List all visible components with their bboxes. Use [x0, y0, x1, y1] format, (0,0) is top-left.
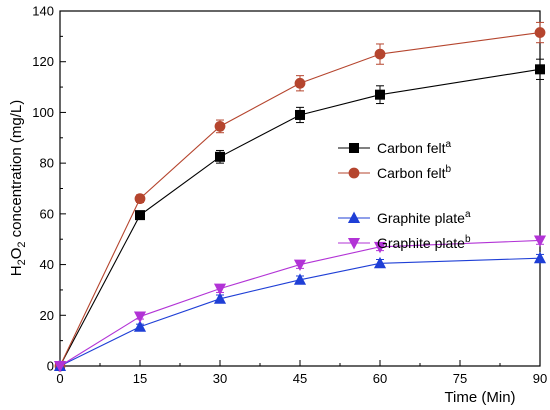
- data-point: [533, 235, 547, 247]
- data-point: [373, 241, 387, 254]
- legend-entry-2: Carbon feltb: [338, 164, 451, 181]
- series-3: [53, 251, 547, 372]
- y-axis-title-sub2: 2: [16, 241, 28, 247]
- y-tick-label: 0: [47, 359, 54, 374]
- y-tick-label: 80: [40, 156, 54, 171]
- series-1: [55, 58, 546, 371]
- y-axis-title-sub1: 2: [16, 259, 28, 265]
- data-point: [214, 120, 226, 132]
- legend-label: Carbon felta: [377, 139, 451, 156]
- series-line: [59, 32, 541, 367]
- y-axis-title-o: O: [8, 248, 25, 260]
- y-tick-label: 140: [32, 4, 54, 19]
- y-tick-label: 60: [40, 206, 54, 221]
- data-point: [213, 292, 227, 304]
- legend-label-sup: a: [465, 209, 471, 220]
- x-tick-label: 45: [293, 371, 307, 386]
- legend-label: Graphite platea: [377, 209, 471, 226]
- data-point: [293, 273, 307, 285]
- legend-label-sup: b: [465, 234, 471, 245]
- legend-marker: [347, 211, 361, 224]
- data-point: [134, 193, 146, 205]
- y-tick-label: 20: [40, 308, 54, 323]
- data-point: [374, 89, 385, 100]
- x-tick-label: 75: [453, 371, 467, 386]
- data-point: [294, 77, 306, 89]
- series-layer: [53, 21, 547, 373]
- data-point: [533, 251, 547, 264]
- series-line: [59, 68, 541, 367]
- legend-marker: [348, 142, 359, 153]
- legend-label-name: Carbon felt: [377, 140, 446, 156]
- x-tick-label: 90: [533, 371, 547, 386]
- data-point: [214, 151, 225, 162]
- y-tick-label: 100: [32, 105, 54, 120]
- data-point: [374, 48, 386, 60]
- data-point: [134, 210, 145, 221]
- data-point: [213, 283, 227, 296]
- x-tick-label: 15: [133, 371, 147, 386]
- x-axis-title: Time (Min): [444, 389, 515, 406]
- legend-entry-4: Graphite plateb: [338, 234, 471, 251]
- y-tick-label: 120: [32, 54, 54, 69]
- series-line: [59, 257, 541, 367]
- y-axis-title-tail: concentration (mg/L): [8, 100, 25, 242]
- legend-label-name: Graphite plate: [377, 235, 465, 251]
- series-4: [53, 235, 547, 373]
- legend-label: Carbon feltb: [377, 164, 451, 181]
- data-point: [373, 256, 387, 269]
- data-point: [294, 109, 305, 120]
- legend-label-name: Graphite plate: [377, 210, 465, 226]
- legend-entry-1: Carbon felta: [338, 139, 451, 156]
- legend-label-sup: b: [445, 164, 451, 175]
- data-point: [293, 259, 307, 272]
- legend-label-sup: a: [445, 139, 451, 150]
- y-axis-title: H2O2 concentration (mg/L): [8, 100, 28, 277]
- legend-label-name: Carbon felt: [377, 165, 446, 181]
- legend-marker: [348, 167, 360, 179]
- y-axis: 0 20 40 60 80 100 120 140: [32, 4, 66, 374]
- x-tick-label: 30: [213, 371, 227, 386]
- x-tick-label: 60: [373, 371, 387, 386]
- legend-entry-3: Graphite platea: [338, 209, 471, 226]
- x-axis: 0 15 30 45 60 75 90: [56, 360, 547, 386]
- series-line: [59, 239, 541, 367]
- y-tick-label: 40: [40, 257, 54, 272]
- data-point: [133, 320, 147, 332]
- data-point: [535, 64, 546, 75]
- data-point: [53, 360, 67, 373]
- legend-marker: [347, 237, 361, 250]
- x-tick-label: 0: [56, 371, 63, 386]
- series-2: [54, 21, 546, 372]
- plot-frame: [59, 10, 541, 367]
- data-point: [534, 27, 546, 38]
- legend-label: Graphite plateb: [377, 234, 471, 251]
- data-point: [133, 311, 147, 324]
- y-axis-title-h: H: [8, 265, 25, 276]
